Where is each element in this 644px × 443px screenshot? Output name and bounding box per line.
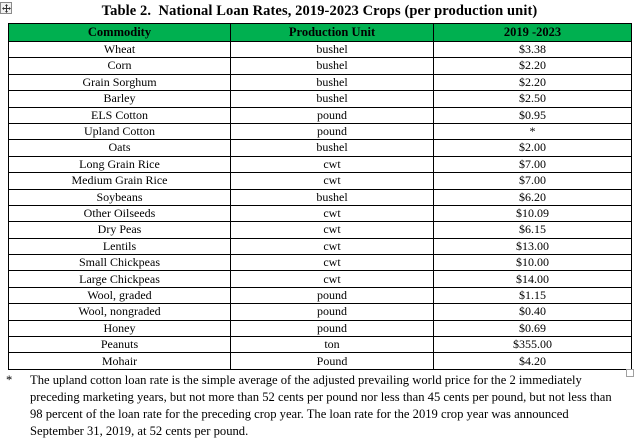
table-cell: Upland Cotton bbox=[8, 122, 231, 141]
table-cell: $14.00 bbox=[433, 270, 632, 288]
table-row: Mohair Pound $4.20 bbox=[8, 352, 632, 370]
table-cell: Mohair bbox=[8, 352, 231, 370]
table-cell: pound bbox=[230, 319, 434, 338]
table-row: Wool, graded pound $1.15 bbox=[8, 286, 632, 305]
table-cell: Oats bbox=[8, 139, 231, 157]
loan-rates-table: Commodity Production Unit 2019 -2023 Wheat… bbox=[8, 23, 632, 370]
footnote-marker: * bbox=[6, 373, 13, 387]
table-cell: $13.00 bbox=[433, 237, 632, 256]
table-cell: pound bbox=[230, 303, 434, 321]
table-row: Barley bushel $2.50 bbox=[8, 90, 632, 108]
table-cell: $2.50 bbox=[433, 90, 632, 108]
table-cell: cwt bbox=[230, 237, 434, 256]
table-row: Lentils cwt $13.00 bbox=[8, 237, 632, 256]
table-row: ELS Cotton pound $0.95 bbox=[8, 106, 632, 124]
table-cell: Wheat bbox=[8, 40, 231, 59]
header-row: Commodity Production Unit 2019 -2023 bbox=[8, 23, 632, 42]
table-cell: $2.20 bbox=[433, 73, 632, 92]
empty-square-icon bbox=[626, 369, 634, 377]
footnote-text: The upland cotton loan rate is the simpl… bbox=[30, 373, 612, 438]
table-cell: cwt bbox=[230, 221, 434, 239]
table-cell: $0.95 bbox=[433, 106, 632, 124]
table-cell: $355.00 bbox=[433, 336, 632, 354]
table-cell: $6.15 bbox=[433, 221, 632, 239]
table-cell: Corn bbox=[8, 57, 231, 75]
table-row: Small Chickpeas cwt $10.00 bbox=[8, 254, 632, 272]
table-cell: Other Oilseeds bbox=[8, 204, 231, 223]
table-row: Oats bushel $2.00 bbox=[8, 139, 632, 157]
table-cell: Large Chickpeas bbox=[8, 270, 231, 288]
table-cell: Honey bbox=[8, 319, 231, 338]
table-cell: Lentils bbox=[8, 237, 231, 256]
table-cell: pound bbox=[230, 106, 434, 124]
table-cell: $6.20 bbox=[433, 188, 632, 206]
table-header-row: Commodity Production Unit 2019 -2023 bbox=[8, 23, 632, 42]
table-cell: Pound bbox=[230, 352, 434, 370]
table-cell: $7.00 bbox=[433, 155, 632, 174]
table-row: Honey pound $0.69 bbox=[8, 319, 632, 338]
table-cell: Grain Sorghum bbox=[8, 73, 231, 92]
table-cell: bushel bbox=[230, 40, 434, 59]
table-move-handle[interactable] bbox=[0, 2, 12, 14]
footnote: * The upland cotton loan rate is the sim… bbox=[4, 372, 620, 440]
table-cell: $1.15 bbox=[433, 286, 632, 305]
table-cell: bushel bbox=[230, 57, 434, 75]
table-cell: Long Grain Rice bbox=[8, 155, 231, 174]
table-row: Long Grain Rice cwt $7.00 bbox=[8, 155, 632, 174]
table-cell: $0.40 bbox=[433, 303, 632, 321]
table-row: Soybeans bushel $6.20 bbox=[8, 188, 632, 206]
table-row: Medium Grain Rice cwt $7.00 bbox=[8, 172, 632, 190]
table-row: Large Chickpeas cwt $14.00 bbox=[8, 270, 632, 288]
table-cell: Small Chickpeas bbox=[8, 254, 231, 272]
table-cell: $7.00 bbox=[433, 172, 632, 190]
table-cell: Medium Grain Rice bbox=[8, 172, 231, 190]
column-header-2: 2019 -2023 bbox=[433, 23, 632, 42]
table-cell: $4.20 bbox=[433, 352, 632, 370]
table-cell: cwt bbox=[230, 172, 434, 190]
table-cell: pound bbox=[230, 286, 434, 305]
table-cell: $2.00 bbox=[433, 139, 632, 157]
column-header-1: Production Unit bbox=[230, 23, 434, 42]
table-cell: ELS Cotton bbox=[8, 106, 231, 124]
table-cell: Wool, graded bbox=[8, 286, 231, 305]
table-cell: $0.69 bbox=[433, 319, 632, 338]
table-cell: cwt bbox=[230, 254, 434, 272]
table-row: Corn bushel $2.20 bbox=[8, 57, 632, 75]
table-cell: Peanuts bbox=[8, 336, 231, 354]
page-title: Table 2. National Loan Rates, 2019-2023 … bbox=[101, 3, 538, 19]
table-cell: $10.09 bbox=[433, 204, 632, 223]
table-cell: cwt bbox=[230, 204, 434, 223]
table-cell: $2.20 bbox=[433, 57, 632, 75]
table-cell: ton bbox=[230, 336, 434, 354]
table-row: Wool, nongraded pound $0.40 bbox=[8, 303, 632, 321]
table-row: Dry Peas cwt $6.15 bbox=[8, 221, 632, 239]
table-cell: pound bbox=[230, 122, 434, 141]
table-cell: Dry Peas bbox=[8, 221, 231, 239]
table-cell: * bbox=[433, 122, 632, 141]
table-body: Wheat bushel $3.38 Corn bushel $2.20 Grain Sor… bbox=[8, 40, 632, 370]
four-way-arrow-icon bbox=[1, 3, 11, 13]
table-cell: bushel bbox=[230, 73, 434, 92]
table-cell: cwt bbox=[230, 270, 434, 288]
table-row: Peanuts ton $355.00 bbox=[8, 336, 632, 354]
table-row: Other Oilseeds cwt $10.09 bbox=[8, 204, 632, 223]
table-cell: $3.38 bbox=[433, 40, 632, 59]
table-cell: cwt bbox=[230, 155, 434, 174]
table-row: Upland Cotton pound * bbox=[8, 122, 632, 141]
table-row: Grain Sorghum bushel $2.20 bbox=[8, 73, 632, 92]
table-cell: Wool, nongraded bbox=[8, 303, 231, 321]
table-cell: bushel bbox=[230, 188, 434, 206]
table-cell: Soybeans bbox=[8, 188, 231, 206]
column-header-0: Commodity bbox=[8, 23, 231, 42]
table-cell: Barley bbox=[8, 90, 231, 108]
table-cell: bushel bbox=[230, 139, 434, 157]
table-row: Wheat bushel $3.38 bbox=[8, 40, 632, 59]
table-cell: $10.00 bbox=[433, 254, 632, 272]
table-cell: bushel bbox=[230, 90, 434, 108]
